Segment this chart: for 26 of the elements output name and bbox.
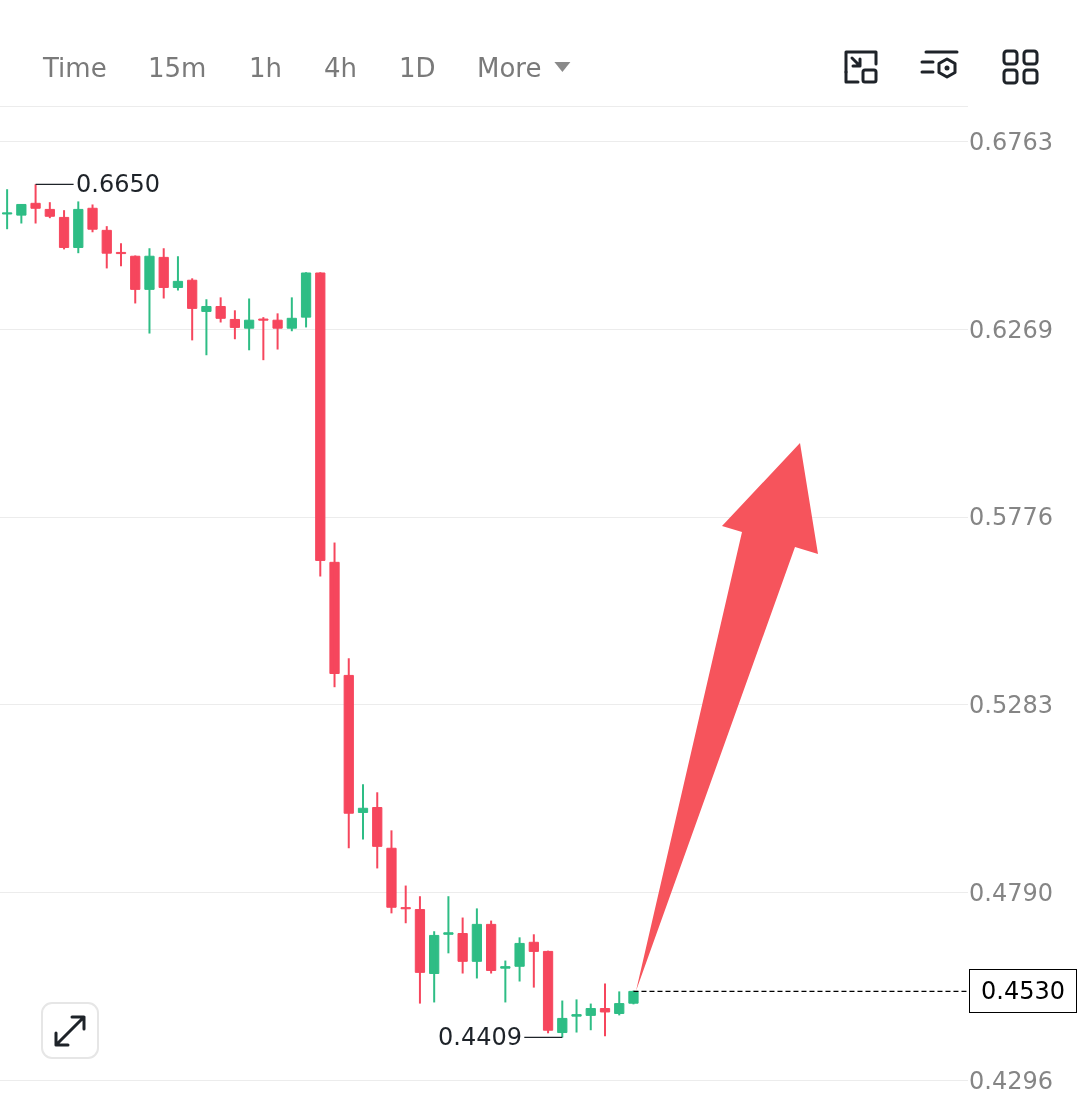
- candlestick: [585, 1002, 596, 1032]
- y-tick-label: 0.6269: [969, 315, 1053, 344]
- y-tick-label: 0.6763: [969, 127, 1053, 156]
- candlestick: [599, 982, 611, 1038]
- annotation: 0.6650: [76, 170, 160, 198]
- text: Time: [42, 53, 107, 83]
- y-tick-label: 0.4296: [969, 1066, 1053, 1095]
- candlestick: [16, 203, 27, 225]
- y-tick-label: 0.4790: [969, 878, 1053, 907]
- text: 15m: [148, 53, 207, 83]
- text: 4h: [324, 53, 358, 83]
- text: More: [477, 53, 542, 83]
- candlestick: [500, 959, 511, 1004]
- candlestick: [571, 998, 582, 1034]
- text: 1D: [399, 53, 436, 83]
- candlestick: [215, 296, 226, 324]
- candlestick: [201, 298, 212, 357]
- ref-line-label: 0.4530: [981, 977, 1065, 1005]
- text: 1h: [249, 53, 283, 83]
- y-tick-label: 0.5283: [969, 691, 1053, 720]
- candlestick: [30, 183, 41, 225]
- y-tick-label: 0.5776: [969, 503, 1053, 532]
- candlestick: [1, 188, 13, 231]
- candlestick: [443, 895, 454, 955]
- annotation: 0.4409: [438, 1023, 522, 1051]
- candlestick: [258, 316, 269, 362]
